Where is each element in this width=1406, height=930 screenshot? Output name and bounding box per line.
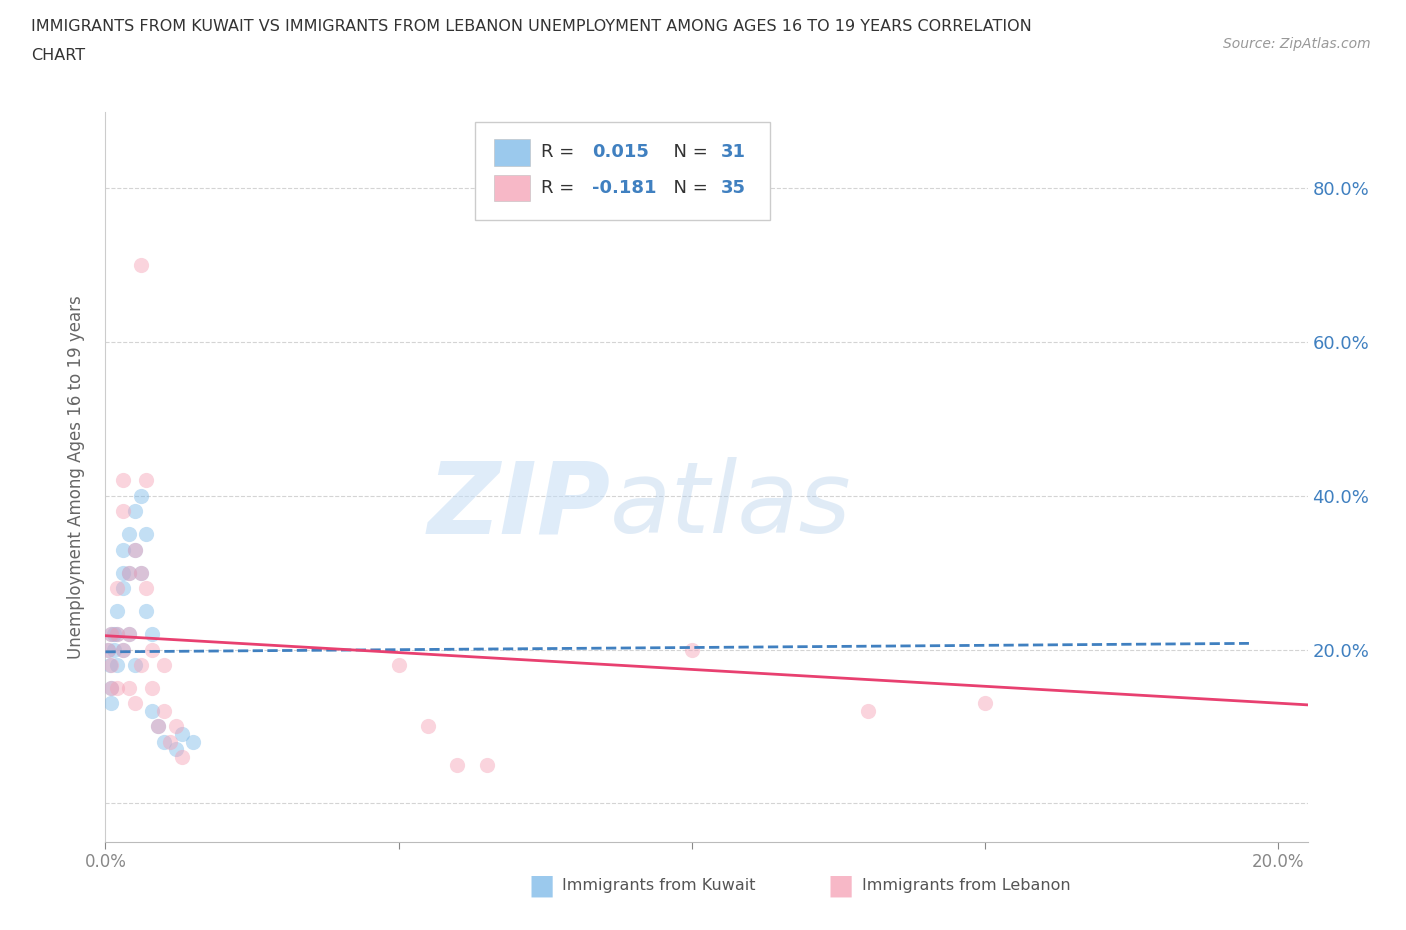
Point: [103, 627, 125, 642]
Point: [129, 258, 152, 272]
Text: CHART: CHART: [31, 48, 84, 63]
Point: [153, 735, 176, 750]
Point: [124, 696, 146, 711]
Text: N =: N =: [662, 142, 713, 161]
Point: [124, 504, 146, 519]
Point: [100, 658, 122, 672]
Point: [98, 658, 121, 672]
Point: [124, 658, 146, 672]
Point: [148, 719, 170, 734]
Point: [153, 704, 176, 719]
Point: [118, 627, 141, 642]
Point: [100, 696, 122, 711]
FancyBboxPatch shape: [494, 140, 530, 166]
Point: [118, 526, 141, 541]
Point: [183, 735, 205, 750]
Point: [112, 473, 135, 488]
Text: R =: R =: [541, 142, 579, 161]
Text: Immigrants from Lebanon: Immigrants from Lebanon: [862, 878, 1070, 893]
Point: [100, 627, 122, 642]
Text: R =: R =: [541, 179, 579, 196]
Text: Immigrants from Kuwait: Immigrants from Kuwait: [562, 878, 756, 893]
Text: ZIP: ZIP: [427, 458, 610, 554]
Point: [416, 719, 439, 734]
Text: atlas: atlas: [610, 458, 852, 554]
Point: [129, 565, 152, 580]
Y-axis label: Unemployment Among Ages 16 to 19 years: Unemployment Among Ages 16 to 19 years: [66, 295, 84, 658]
Point: [105, 658, 128, 672]
Point: [856, 704, 879, 719]
Point: [165, 742, 187, 757]
Point: [135, 604, 157, 618]
Point: [135, 473, 157, 488]
FancyBboxPatch shape: [494, 175, 530, 201]
Point: [105, 627, 128, 642]
Text: Source: ZipAtlas.com: Source: ZipAtlas.com: [1223, 37, 1371, 51]
Point: [112, 542, 135, 557]
Text: 31: 31: [721, 142, 747, 161]
FancyBboxPatch shape: [474, 122, 770, 219]
Point: [118, 565, 141, 580]
Point: [141, 627, 163, 642]
Point: [129, 658, 152, 672]
Text: 35: 35: [721, 179, 747, 196]
Text: ■: ■: [828, 871, 853, 899]
Point: [141, 704, 163, 719]
Point: [100, 627, 122, 642]
Point: [105, 604, 128, 618]
Point: [97, 642, 120, 657]
Point: [446, 757, 468, 772]
Point: [112, 504, 135, 519]
Point: [124, 542, 146, 557]
Point: [681, 642, 703, 657]
Point: [124, 542, 146, 557]
Text: 0.015: 0.015: [592, 142, 650, 161]
Point: [170, 726, 193, 741]
Point: [118, 627, 141, 642]
Text: N =: N =: [662, 179, 713, 196]
Point: [105, 681, 128, 696]
Point: [112, 642, 135, 657]
Point: [388, 658, 411, 672]
Point: [135, 580, 157, 595]
Point: [112, 580, 135, 595]
Point: [129, 488, 152, 503]
Point: [97, 642, 120, 657]
Point: [153, 658, 176, 672]
Point: [105, 580, 128, 595]
Point: [105, 627, 128, 642]
Point: [135, 526, 157, 541]
Point: [100, 681, 122, 696]
Point: [475, 757, 498, 772]
Point: [974, 696, 997, 711]
Text: ■: ■: [529, 871, 554, 899]
Point: [118, 565, 141, 580]
Text: -0.181: -0.181: [592, 179, 657, 196]
Text: IMMIGRANTS FROM KUWAIT VS IMMIGRANTS FROM LEBANON UNEMPLOYMENT AMONG AGES 16 TO : IMMIGRANTS FROM KUWAIT VS IMMIGRANTS FRO…: [31, 19, 1032, 33]
Point: [118, 681, 141, 696]
Point: [141, 642, 163, 657]
Point: [170, 750, 193, 764]
Point: [112, 642, 135, 657]
Point: [165, 719, 187, 734]
Point: [103, 642, 125, 657]
Point: [112, 565, 135, 580]
Point: [148, 719, 170, 734]
Point: [100, 681, 122, 696]
Point: [129, 565, 152, 580]
Point: [141, 681, 163, 696]
Point: [159, 735, 181, 750]
